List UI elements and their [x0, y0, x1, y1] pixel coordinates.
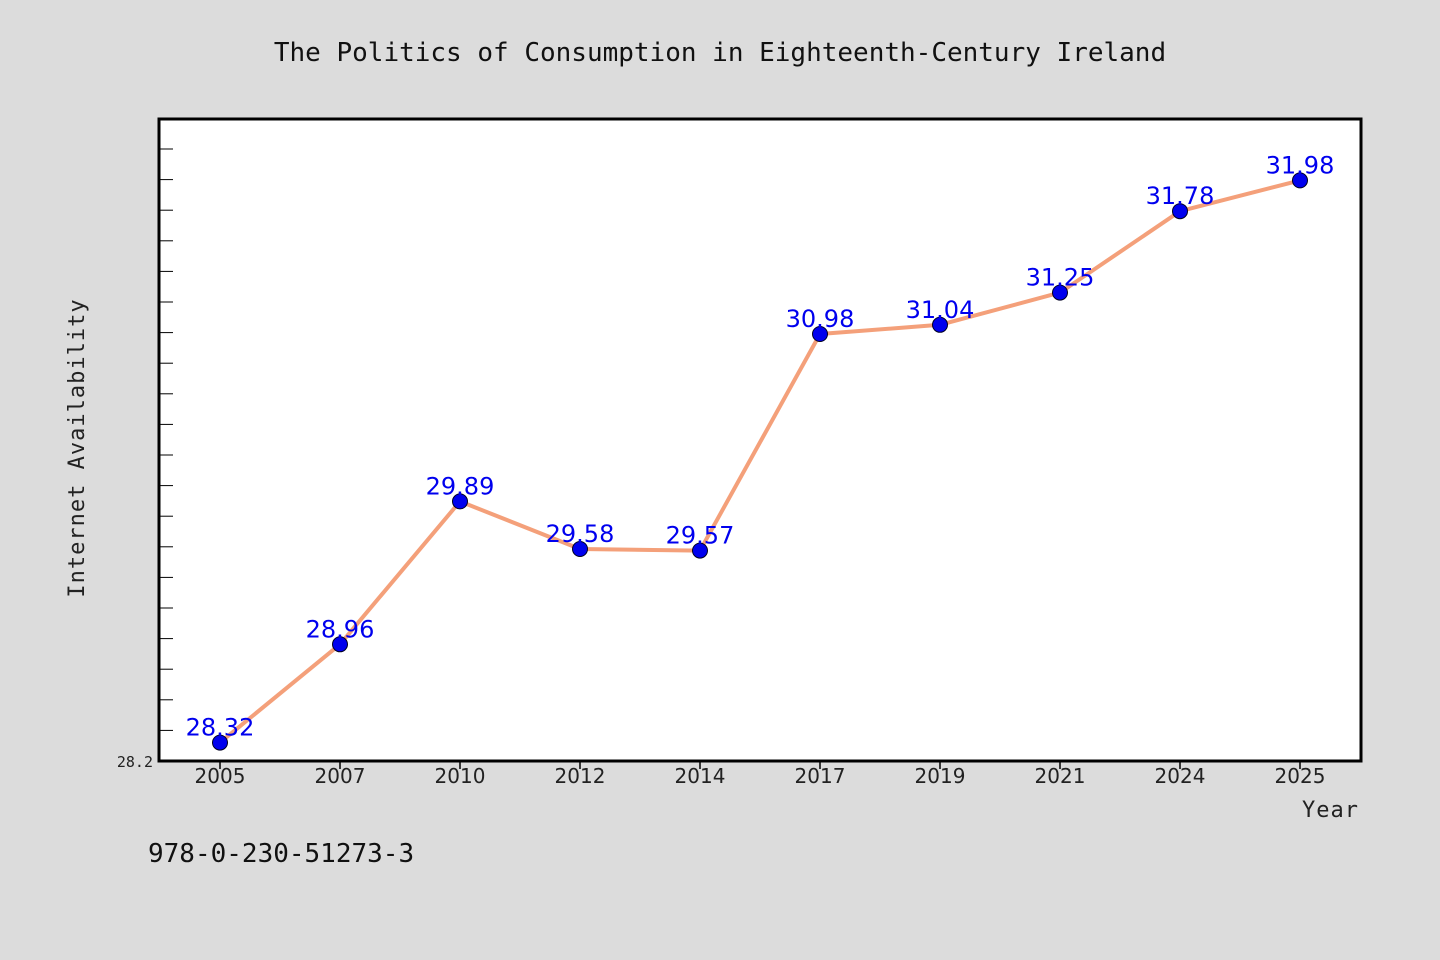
data-label: 29.58 [546, 520, 615, 548]
x-tick-label: 2021 [1035, 764, 1086, 788]
data-label: 28.96 [306, 615, 375, 643]
x-tick-label: 2019 [915, 764, 966, 788]
data-label: 31.98 [1266, 151, 1335, 179]
data-label: 28.32 [186, 714, 255, 742]
data-label: 30.98 [786, 305, 855, 333]
x-tick-label: 2024 [1155, 764, 1206, 788]
data-point [692, 542, 708, 559]
isbn-text: 978-0-230-51273-3 [148, 839, 414, 869]
data-point [1292, 172, 1308, 189]
y-axis-ticks [159, 148, 173, 731]
x-axis-label: Year [1302, 798, 1359, 823]
data-point [1052, 284, 1068, 301]
x-tick-label: 2012 [555, 764, 606, 788]
data-label: 31.25 [1026, 264, 1095, 292]
x-axis-ticks [219, 760, 1301, 769]
x-tick-label: 2014 [675, 764, 726, 788]
y-tick-label: 28.2 [117, 753, 153, 771]
series-markers [212, 172, 1308, 751]
x-tick-label: 2025 [1275, 764, 1326, 788]
data-point [1172, 203, 1188, 220]
x-tick-label: 2017 [795, 764, 846, 788]
data-label: 31.78 [1146, 182, 1215, 210]
data-point [212, 734, 228, 751]
chart-title: The Politics of Consumption in Eighteent… [274, 38, 1166, 68]
data-point [572, 541, 588, 557]
y-axis-label: Internet Availability [65, 298, 90, 597]
data-label: 29.89 [426, 472, 495, 500]
data-point [332, 636, 348, 653]
x-axis-tick-labels: 2005 2007 2010 2012 2014 2017 2019 2021 2024 2025 [195, 764, 1326, 788]
data-labels: 28.32 28.96 29.89 29.58 29.57 30.98 31.04 31.25… [186, 151, 1335, 741]
data-point [452, 493, 468, 510]
data-label: 31.04 [906, 296, 975, 324]
data-label: 29.57 [666, 522, 735, 550]
data-point [812, 326, 828, 342]
x-tick-label: 2010 [435, 764, 486, 788]
data-point [932, 316, 948, 333]
x-tick-label: 2007 [315, 764, 366, 788]
series-line [218, 178, 1302, 745]
x-tick-label: 2005 [195, 764, 246, 788]
